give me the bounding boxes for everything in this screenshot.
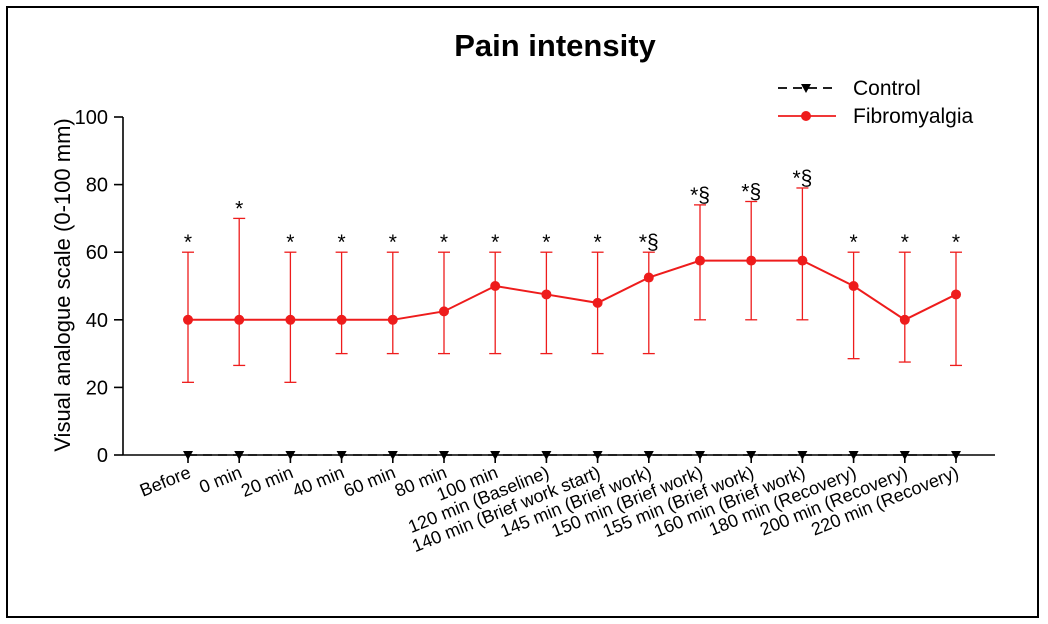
y-tick-label: 60 — [86, 242, 108, 264]
fibromyalgia-point — [746, 255, 757, 266]
significance-marker: * — [850, 231, 858, 254]
y-tick-label: 100 — [75, 107, 108, 129]
fibromyalgia-point — [797, 255, 808, 266]
significance-marker: * — [952, 231, 960, 254]
y-tick-label: 0 — [97, 445, 108, 467]
fibromyalgia-point — [695, 255, 705, 266]
significance-marker: * — [184, 231, 192, 254]
significance-marker: *§ — [792, 167, 812, 190]
control-point — [899, 451, 910, 460]
significance-marker: * — [389, 231, 397, 254]
x-tick-label: 20 min — [238, 462, 296, 501]
legend-control-label: Control — [853, 77, 921, 100]
fibromyalgia-point — [643, 272, 654, 283]
fibromyalgia-point — [183, 314, 193, 325]
significance-marker: * — [440, 231, 448, 254]
chart-title: Pain intensity — [454, 28, 656, 63]
control-point — [848, 451, 859, 460]
legend: Control Fibromyalgia — [778, 77, 974, 128]
legend-fibromyalgia-marker — [801, 111, 811, 121]
fibromyalgia-point — [234, 314, 245, 325]
significance-marker: * — [542, 231, 550, 254]
control-point — [490, 451, 501, 460]
fibromyalgia-line — [188, 259, 957, 321]
fibromyalgia-point — [490, 281, 501, 291]
fibromyalgia-point — [541, 289, 552, 300]
x-tick-label: 60 min — [341, 462, 399, 501]
fibromyalgia-point — [899, 314, 910, 325]
figure-frame — [6, 6, 1039, 618]
significance-marker: * — [901, 231, 909, 254]
control-point — [797, 451, 808, 460]
significance-marker: *§ — [690, 184, 710, 207]
significance-marker: * — [286, 231, 294, 254]
y-tick-label: 20 — [86, 377, 108, 399]
control-point — [592, 451, 603, 460]
x-tick-label: 0 min — [196, 462, 244, 497]
control-point — [285, 451, 296, 460]
control-point — [695, 451, 705, 460]
control-point — [387, 451, 398, 460]
fibromyalgia-point — [387, 314, 398, 325]
control-point — [746, 451, 757, 460]
fibromyalgia-point — [285, 314, 296, 325]
control-point — [643, 451, 654, 460]
control-point — [439, 451, 449, 460]
y-tick-label: 80 — [86, 175, 108, 197]
significance-marker: * — [235, 197, 243, 220]
fibromyalgia-point — [439, 306, 449, 317]
significance-marker: * — [491, 231, 499, 254]
legend-control-marker — [801, 84, 811, 93]
control-point — [541, 451, 552, 460]
significance-marker: *§ — [741, 181, 761, 204]
fibromyalgia-point — [951, 289, 961, 300]
series-lines — [188, 259, 957, 456]
y-axis-label: Visual analogue scale (0-100 mm) — [50, 118, 75, 451]
control-point — [183, 451, 193, 460]
fibromyalgia-point — [336, 314, 347, 325]
markers — [183, 255, 961, 460]
significance-marker: * — [594, 231, 602, 254]
error-bars — [182, 187, 962, 383]
significance-marker: * — [338, 231, 346, 254]
control-point — [336, 451, 347, 460]
fibromyalgia-point — [848, 281, 859, 291]
y-tick-label: 40 — [86, 310, 108, 332]
x-tick-label: 40 min — [290, 462, 348, 501]
control-point — [234, 451, 245, 460]
control-point — [951, 451, 961, 460]
x-tick-label: Before — [137, 462, 194, 500]
significance-annotations: * * * * * * * * * *§ *§ *§ *§ * * * — [184, 167, 960, 254]
fibromyalgia-point — [592, 297, 603, 308]
legend-fibromyalgia-label: Fibromyalgia — [853, 105, 974, 128]
significance-marker: *§ — [639, 231, 659, 254]
